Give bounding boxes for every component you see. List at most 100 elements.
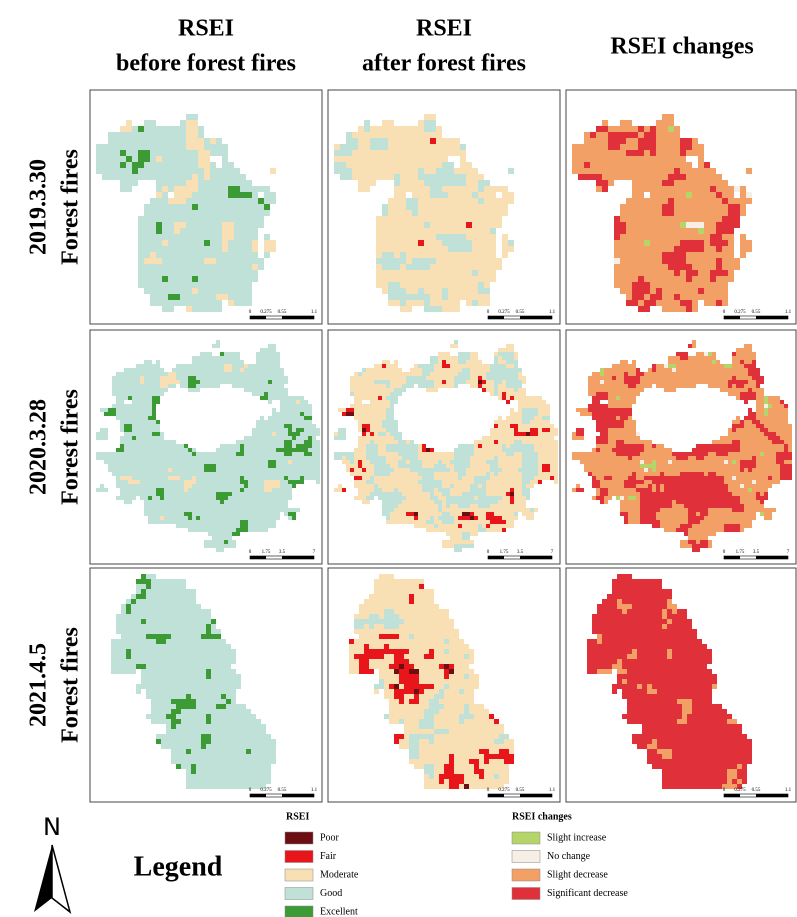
map-cell <box>620 126 626 132</box>
map-cell <box>412 204 418 210</box>
map-cell <box>358 126 364 132</box>
map-cell <box>260 416 264 420</box>
map-cell <box>374 416 378 420</box>
map-cell <box>216 138 222 144</box>
map-cell <box>366 412 370 416</box>
map-cell <box>470 496 474 500</box>
map-cell <box>168 300 174 306</box>
map-cell <box>382 488 386 492</box>
map-cell <box>376 270 382 276</box>
map-cell <box>472 246 478 252</box>
map-cell <box>448 168 454 174</box>
map-cell <box>216 532 220 536</box>
map-cell <box>222 156 228 162</box>
map-cell <box>462 492 466 496</box>
map-cell <box>296 436 300 440</box>
map-cell <box>276 432 280 436</box>
map-cell <box>546 412 550 416</box>
map-cell <box>502 424 506 428</box>
map-cell <box>502 348 506 352</box>
map-cell <box>442 258 448 264</box>
map-cell <box>602 132 608 138</box>
map-cell <box>264 392 268 396</box>
map-cell <box>208 540 212 544</box>
map-cell <box>308 464 312 468</box>
map-cell <box>172 504 176 508</box>
map-cell <box>484 300 490 306</box>
map-cell <box>632 180 638 186</box>
map-cell <box>722 270 728 276</box>
map-cell <box>668 126 674 132</box>
map-cell <box>614 162 620 168</box>
map-cell <box>120 404 124 408</box>
map-cell <box>164 472 168 476</box>
map-cell <box>722 276 728 282</box>
figure: N Legend RSEI RSEI changes RSEIbefore fo… <box>0 0 797 917</box>
map-cell <box>462 376 466 380</box>
map-cell <box>186 162 192 168</box>
map-cell <box>374 432 378 436</box>
map-cell <box>252 520 256 524</box>
map-cell <box>692 222 698 228</box>
map-cell <box>448 222 454 228</box>
map-cell <box>530 396 534 400</box>
map-cell <box>382 476 386 480</box>
map-cell <box>474 476 478 480</box>
map-cell <box>716 234 722 240</box>
map-cell <box>390 372 394 376</box>
map-cell <box>228 536 232 540</box>
map-cell <box>252 472 256 476</box>
map-cell <box>264 356 268 360</box>
map-cell <box>144 508 148 512</box>
map-cell <box>358 452 362 456</box>
map-cell <box>398 496 402 500</box>
map-cell <box>100 456 104 460</box>
map-cell <box>272 356 276 360</box>
map-cell <box>342 436 346 440</box>
map-cell <box>490 428 494 432</box>
map-cell <box>280 476 284 480</box>
map-cell <box>454 468 458 472</box>
map-cell <box>198 270 204 276</box>
map-cell <box>626 240 632 246</box>
map-cell <box>472 228 478 234</box>
map-cell <box>446 464 450 468</box>
map-cell <box>502 472 506 476</box>
map-cell <box>418 228 424 234</box>
map-cell <box>506 368 510 372</box>
map-cell <box>458 352 462 356</box>
map-cell <box>450 476 454 480</box>
map-cell <box>740 186 746 192</box>
map-cell <box>478 360 482 364</box>
map-cell <box>248 468 252 472</box>
map-cell <box>224 356 228 360</box>
map-cell <box>400 168 406 174</box>
map-cell <box>358 400 362 404</box>
map-cell <box>390 500 394 504</box>
map-cell <box>546 420 550 424</box>
map-cell <box>542 400 546 404</box>
map-cell <box>276 424 280 428</box>
map-cell <box>358 464 362 468</box>
map-cell <box>186 198 192 204</box>
map-cell <box>232 480 236 484</box>
map-cell <box>674 126 680 132</box>
map-cell <box>486 488 490 492</box>
map-cell <box>728 276 734 282</box>
map-cell <box>228 180 234 186</box>
map-cell <box>462 364 466 368</box>
map-cell <box>522 404 526 408</box>
map-cell <box>400 216 406 222</box>
map-cell <box>472 264 478 270</box>
map-cell <box>268 356 272 360</box>
map-cell <box>454 240 460 246</box>
map-cell <box>506 476 510 480</box>
map-cell <box>188 380 192 384</box>
map-cell <box>394 300 400 306</box>
map-cell <box>502 440 506 444</box>
map-cell <box>124 472 128 476</box>
map-cell <box>198 174 204 180</box>
map-cell <box>518 444 522 448</box>
map-cell <box>232 496 236 500</box>
map-cell <box>390 376 394 380</box>
